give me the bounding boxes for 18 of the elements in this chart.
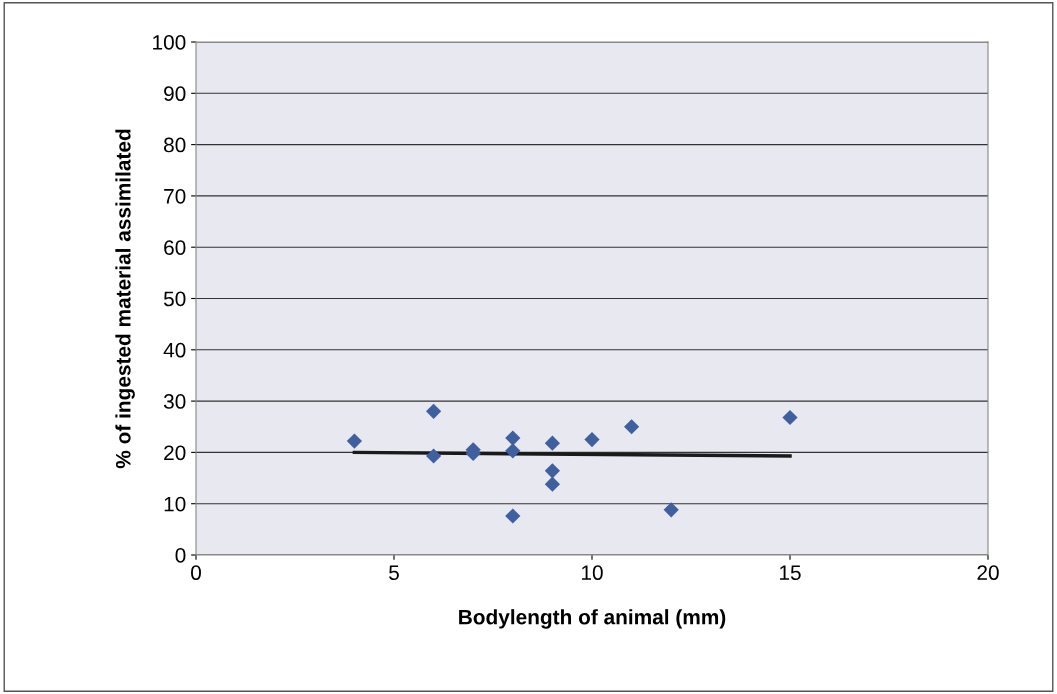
y-tick-label: 90: [164, 86, 186, 102]
x-tick-label: 5: [389, 565, 399, 581]
x-tick-label: 20: [977, 565, 999, 581]
y-tick-label: 80: [164, 137, 186, 153]
y-tick-label: 70: [164, 188, 186, 204]
y-tick-label: 100: [153, 35, 186, 50]
y-tick-label: 60: [164, 240, 186, 255]
x-tick-label: 10: [582, 565, 603, 581]
y-tick-label: 40: [163, 342, 186, 358]
x-tick-label: 15: [780, 565, 801, 581]
y-tick-label: 0: [175, 548, 186, 563]
y-tick-label: 20: [164, 445, 186, 461]
y-tick-label: 10: [164, 496, 186, 512]
x-tick-label: 0: [191, 565, 201, 581]
y-tick-label: 50: [163, 291, 186, 307]
y-axis-title: % of ingested material assimilated: [115, 129, 135, 469]
y-tick-label: 30: [163, 394, 186, 409]
x-axis-title: Bodylength of animal (mm): [459, 609, 726, 629]
